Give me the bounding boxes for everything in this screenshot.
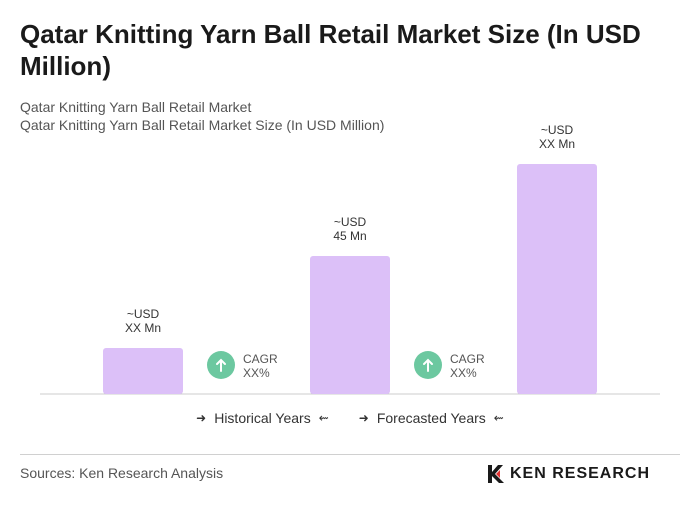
bar-value-label: ~USD [127, 307, 160, 321]
bar-value-label: ~USD [541, 123, 574, 137]
arrow-right-icon: ➜ [358, 411, 369, 425]
logo-text: KEN RESEARCH [510, 465, 651, 482]
bar [310, 256, 390, 394]
bar [517, 164, 597, 394]
chart-legend: ➜ Historical Years ⇜ ➜ Forecasted Years … [0, 410, 700, 426]
legend-historical: ➜ Historical Years ⇜ [196, 410, 329, 426]
arrow-right-icon: ➜ [196, 411, 207, 425]
bar-value-label: ~USD [334, 215, 367, 229]
cagr-label: CAGR [243, 352, 278, 366]
bar-value-label: 45 Mn [333, 229, 366, 243]
bar [103, 348, 183, 394]
legend-forecasted: ➜ Forecasted Years ⇜ [359, 410, 504, 426]
bar-value-label: XX Mn [125, 321, 161, 335]
cagr-value: XX% [243, 366, 270, 380]
legend-historical-label: Historical Years [214, 410, 311, 426]
arrow-left-icon: ⇜ [493, 411, 504, 425]
footer-divider [20, 454, 680, 455]
legend-forecasted-label: Forecasted Years [376, 410, 486, 426]
chart-subtitle-secondary: Qatar Knitting Yarn Ball Retail Market S… [20, 117, 385, 133]
cagr-value: XX% [450, 366, 477, 380]
cagr-label: CAGR [450, 352, 485, 366]
chart-title: Qatar Knitting Yarn Ball Retail Market S… [20, 19, 641, 81]
ken-logo-icon [488, 465, 504, 483]
ken-research-logo: KEN RESEARCH [486, 463, 650, 485]
chart-subtitle: Qatar Knitting Yarn Ball Retail Market [20, 99, 252, 115]
arrow-up-glyph [423, 358, 433, 372]
arrow-up-glyph [216, 358, 226, 372]
source-text: Sources: Ken Research Analysis [20, 465, 224, 481]
bar-value-label: XX Mn [539, 137, 575, 151]
arrow-left-icon: ⇜ [318, 411, 329, 425]
